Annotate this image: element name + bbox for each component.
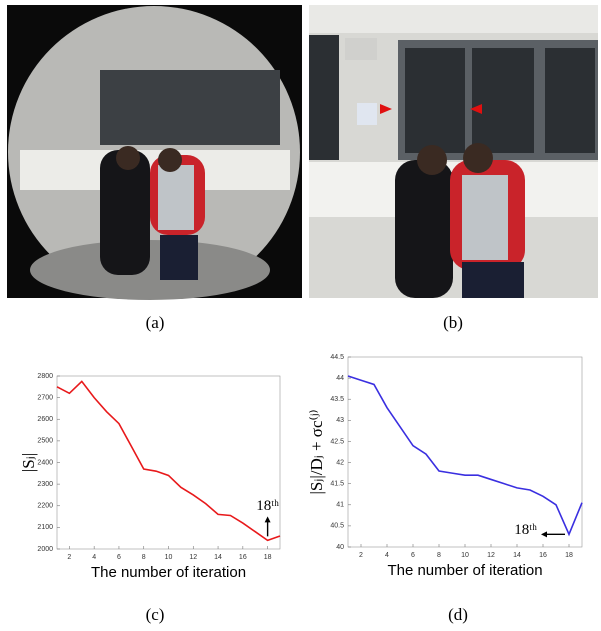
- x-tick-label: 4: [92, 554, 96, 561]
- x-tick-label: 12: [189, 554, 197, 561]
- y-tick-label: 40.5: [330, 523, 344, 530]
- annotation: 18ᵗʰ: [256, 498, 279, 514]
- x-tick-label: 10: [165, 554, 173, 561]
- plot-frame: [348, 357, 582, 547]
- annotation: 18ᵗʰ: [514, 522, 537, 538]
- caption: (d): [448, 605, 468, 624]
- annotation-arrowhead: [541, 531, 547, 537]
- y-tick-label: 2400: [37, 459, 53, 466]
- photo-a: [7, 5, 302, 300]
- x-tick-label: 8: [142, 554, 146, 561]
- y-tick-label: 42: [336, 459, 344, 466]
- x-tick-label: 14: [513, 552, 521, 559]
- y-tick-label: 2600: [37, 416, 53, 423]
- x-tick-label: 12: [487, 552, 495, 559]
- plot-frame: [57, 376, 280, 549]
- y-tick-label: 44.5: [330, 354, 344, 361]
- line-series: [57, 381, 280, 540]
- x-tick-label: 4: [385, 552, 389, 559]
- y-tick-label: 42.5: [330, 438, 344, 445]
- y-tick-label: 41.5: [330, 481, 344, 488]
- photo-b: [309, 5, 598, 298]
- x-tick-label: 16: [239, 554, 247, 561]
- x-tick-label: 2: [67, 554, 71, 561]
- x-tick-label: 14: [214, 554, 222, 561]
- caption: (c): [146, 605, 165, 624]
- y-axis-label: |Sⱼ|: [19, 453, 38, 472]
- figure: (a) (b) (c) (d) 2000 2100 2200 2300 2400 2500…: [0, 0, 601, 631]
- y-tick-label: 2200: [37, 503, 53, 510]
- x-tick-label: 6: [411, 552, 415, 559]
- y-tick-label: 2500: [37, 438, 53, 445]
- y-tick-label: 40: [336, 544, 344, 551]
- y-tick-label: 2100: [37, 524, 53, 531]
- y-tick-label: 43: [336, 417, 344, 424]
- y-tick-label: 2000: [37, 546, 53, 553]
- y-tick-label: 43.5: [330, 396, 344, 403]
- y-tick-label: 44: [336, 375, 344, 382]
- x-tick-label: 18: [565, 552, 573, 559]
- x-tick-label: 8: [437, 552, 441, 559]
- y-axis-label: |Sⱼ|/Dⱼ + σc⁽ʲ⁾: [307, 410, 326, 495]
- caption: (b): [443, 313, 463, 332]
- x-tick-label: 2: [359, 552, 363, 559]
- y-tick-label: 41: [336, 502, 344, 509]
- x-axis-label: The number of iteration: [387, 562, 542, 579]
- y-tick-label: 2800: [37, 373, 53, 380]
- x-tick-label: 6: [117, 554, 121, 561]
- y-tick-label: 2700: [37, 394, 53, 401]
- line-series: [348, 376, 582, 534]
- y-tick-label: 2300: [37, 481, 53, 488]
- x-axis-label: The number of iteration: [91, 564, 246, 581]
- annotation-arrowhead: [265, 516, 271, 522]
- x-tick-label: 16: [539, 552, 547, 559]
- x-tick-label: 18: [264, 554, 272, 561]
- x-tick-label: 10: [461, 552, 469, 559]
- caption: (a): [146, 313, 165, 332]
